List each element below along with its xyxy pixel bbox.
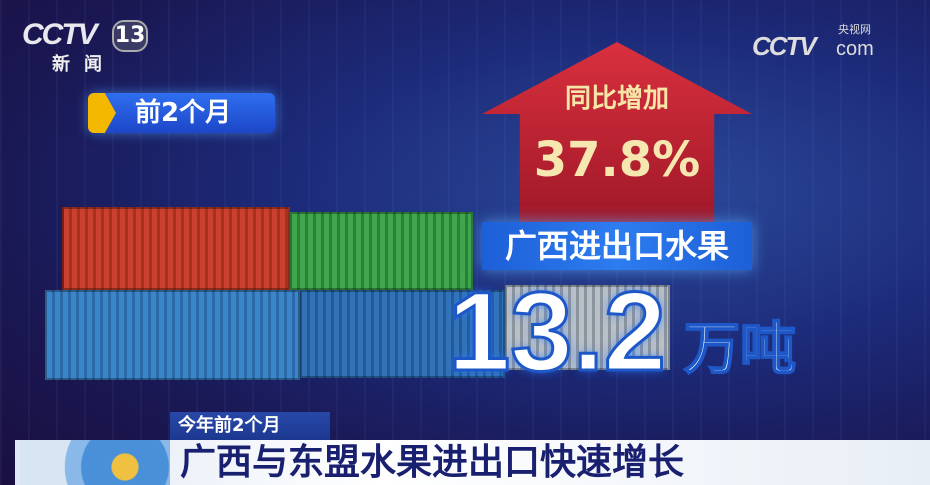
grey-container (505, 285, 670, 370)
globe-icon (20, 440, 170, 485)
period-label: 前2个月 (135, 98, 232, 128)
growth-label: 同比增加 (564, 84, 669, 114)
red-container (62, 207, 290, 290)
period-pill (88, 93, 275, 133)
caption-sub: 今年前2个月 (170, 412, 330, 440)
channel-number: 13 (112, 20, 148, 52)
growth-value: 37.8% (533, 132, 701, 188)
blue-container (45, 290, 300, 380)
cctv-com-cn: 央视网 (838, 23, 871, 36)
green-container (290, 212, 473, 290)
subject-label: 广西进出口水果 (504, 227, 729, 265)
amount-value: 13.2 (447, 269, 668, 394)
amount-unit: 万吨 (683, 317, 797, 382)
subject-box (482, 222, 752, 270)
cctv-logo: CCTV (22, 18, 98, 51)
caption-headline: 广西与东盟水果进出口快速增长 (180, 442, 685, 483)
blue-container (300, 290, 505, 378)
channel-name: 新闻 (52, 54, 116, 75)
cctv-com-domain: com (836, 38, 874, 60)
cctv-com-logo: CCTV (752, 31, 817, 61)
